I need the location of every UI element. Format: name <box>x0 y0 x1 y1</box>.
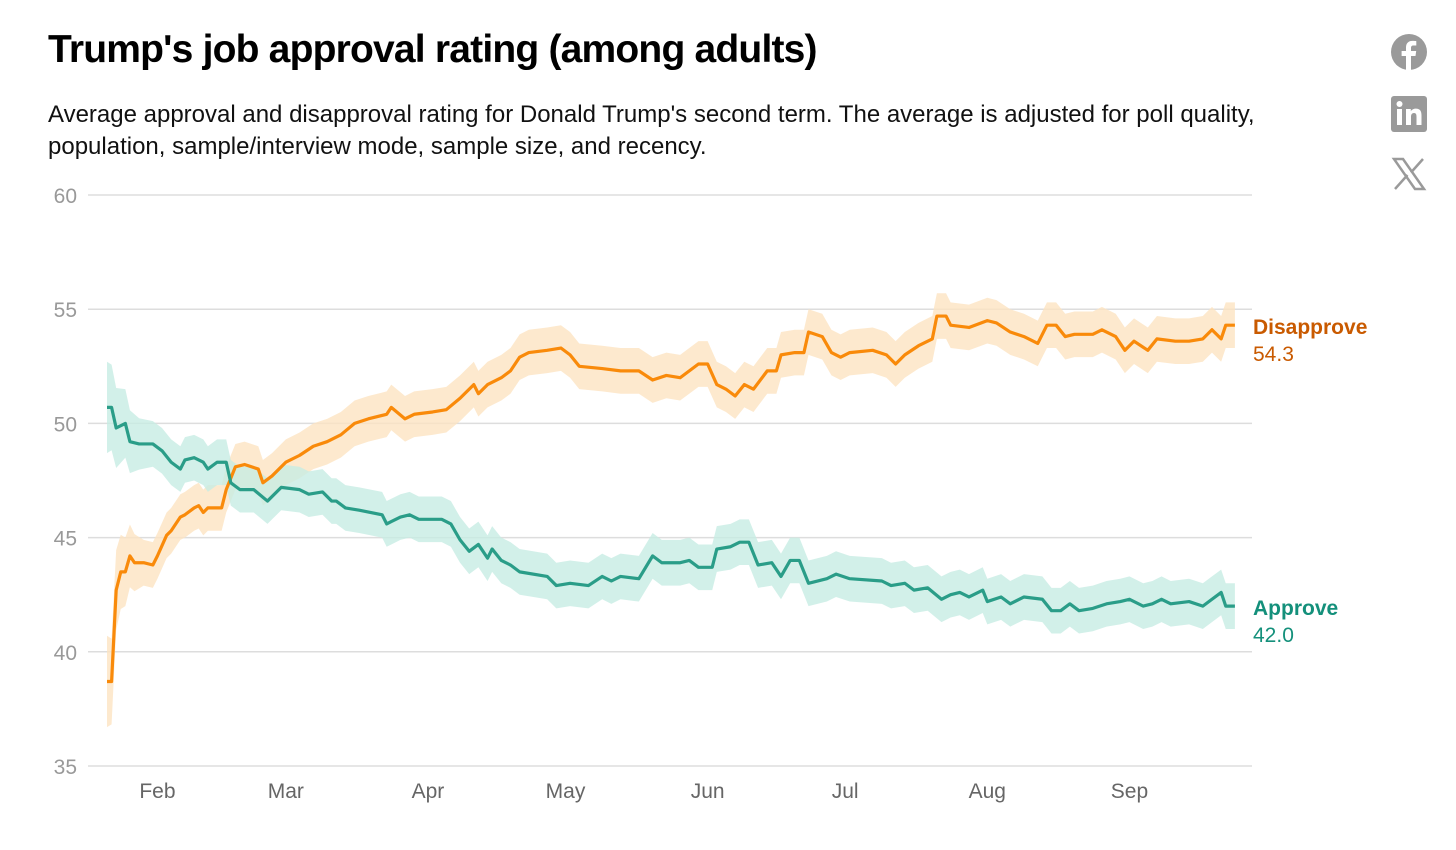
x-tick-label: Jun <box>691 780 725 803</box>
y-tick-label: 50 <box>54 413 77 436</box>
linkedin-icon[interactable] <box>1390 95 1428 133</box>
approve-line <box>107 405 1235 613</box>
disapprove-confidence-band <box>107 293 1235 728</box>
disapprove-line <box>107 314 1235 684</box>
x-tick-label: Jul <box>832 780 859 803</box>
chart-subtitle: Average approval and disapproval rating … <box>48 101 1255 160</box>
x-tick-label: Apr <box>412 780 445 803</box>
x-tick-label: Feb <box>139 780 175 803</box>
y-tick-label: 40 <box>54 642 77 665</box>
disapprove-value: 54.3 <box>1253 343 1294 366</box>
y-tick-label: 60 <box>54 185 77 208</box>
facebook-icon[interactable] <box>1390 33 1428 71</box>
disapprove-label: Disapprove <box>1253 316 1367 339</box>
x-tick-label: May <box>546 780 586 803</box>
x-tick-label: Mar <box>268 780 304 803</box>
x-icon[interactable] <box>1390 155 1428 193</box>
chart-title: Trump's job approval rating (among adult… <box>48 28 818 71</box>
y-tick-label: 55 <box>54 299 77 322</box>
approve-value: 42.0 <box>1253 624 1294 647</box>
y-tick-label: 45 <box>54 528 77 551</box>
x-tick-label: Sep <box>1111 780 1148 803</box>
y-tick-label: 35 <box>54 756 77 779</box>
approve-confidence-band <box>107 361 1235 634</box>
approve-label: Approve <box>1253 597 1338 620</box>
x-tick-label: Aug <box>969 780 1006 803</box>
